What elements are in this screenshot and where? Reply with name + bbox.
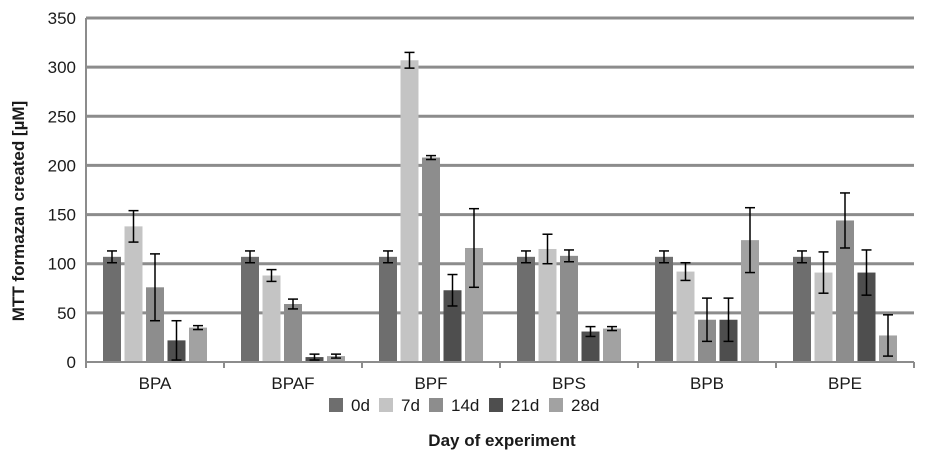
y-tick-label: 200	[48, 156, 76, 175]
bar	[581, 331, 600, 362]
bar	[327, 356, 345, 362]
bar	[124, 226, 143, 362]
bar	[443, 290, 462, 362]
category-labels: BPA BPAF BPF BPS BPB BPE	[139, 374, 862, 393]
bar	[836, 220, 854, 362]
gridlines	[86, 16, 914, 315]
x-axis-title: Day of experiment	[428, 431, 576, 450]
bars	[103, 60, 897, 363]
category-label: BPS	[552, 374, 586, 393]
bar	[241, 256, 259, 362]
bar	[814, 272, 833, 362]
legend-swatch	[549, 398, 563, 412]
bar	[655, 256, 673, 362]
legend: 0d 7d 14d 21d 28d	[329, 396, 599, 415]
category-label: BPAF	[271, 374, 314, 393]
bar	[379, 256, 397, 362]
bar	[741, 240, 759, 362]
category-label: BPA	[139, 374, 172, 393]
y-tick-label: 50	[57, 304, 76, 323]
legend-label: 0d	[351, 396, 370, 415]
bar	[538, 248, 557, 362]
y-tick-label: 250	[48, 107, 76, 126]
legend-swatch	[329, 398, 343, 412]
error-bars	[107, 51, 893, 361]
legend-swatch	[379, 398, 393, 412]
y-tick-label: 150	[48, 206, 76, 225]
y-tick-label: 350	[48, 9, 76, 28]
category-label: BPB	[690, 374, 724, 393]
legend-label: 21d	[511, 396, 539, 415]
y-axis-title: MTT formazan created [µM]	[9, 101, 28, 321]
bar	[793, 256, 811, 362]
bar	[400, 60, 419, 363]
y-tick-labels: 0 50 100 150 200 250 300 350	[48, 9, 76, 372]
category-label: BPE	[828, 374, 862, 393]
axes	[85, 18, 915, 368]
bar	[603, 328, 621, 362]
bar	[676, 271, 695, 362]
bar	[103, 256, 121, 362]
bar	[517, 256, 535, 362]
y-tick-label: 300	[48, 58, 76, 77]
legend-swatch	[489, 398, 503, 412]
bar	[560, 255, 578, 362]
bar	[262, 275, 281, 362]
legend-label: 7d	[401, 396, 420, 415]
y-tick-label: 0	[67, 353, 76, 372]
y-tick-label: 100	[48, 255, 76, 274]
legend-label: 28d	[571, 396, 599, 415]
bar	[465, 247, 483, 362]
bar	[146, 287, 164, 362]
bar	[189, 327, 207, 362]
bar	[284, 304, 302, 362]
category-label: BPF	[414, 374, 447, 393]
legend-label: 14d	[451, 396, 479, 415]
bar	[422, 157, 440, 362]
legend-swatch	[429, 398, 443, 412]
